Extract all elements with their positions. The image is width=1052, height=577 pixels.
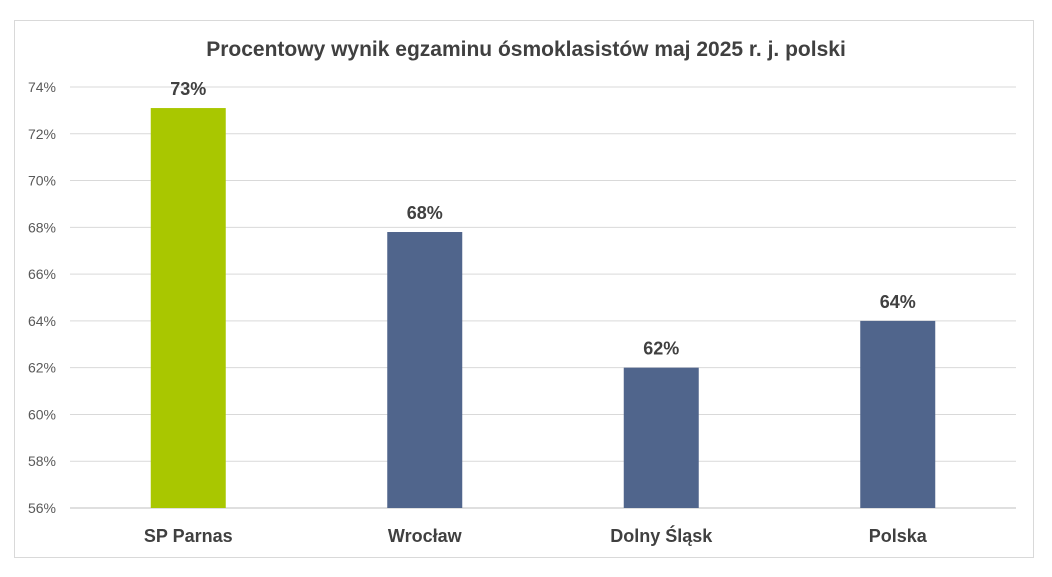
data-label-2: 62% bbox=[643, 339, 679, 359]
y-tick-label: 70% bbox=[28, 173, 56, 189]
x-axis-categories: SP Parnas Wrocław Dolny Śląsk Polska bbox=[144, 525, 928, 546]
y-tick-label: 56% bbox=[28, 500, 56, 516]
bar-2 bbox=[623, 367, 699, 508]
y-tick-label: 68% bbox=[28, 219, 56, 235]
category-label-0: SP Parnas bbox=[144, 526, 233, 546]
bars bbox=[150, 108, 936, 509]
y-tick-label: 60% bbox=[28, 406, 56, 422]
bar-3 bbox=[860, 320, 936, 508]
y-tick-label: 66% bbox=[28, 266, 56, 282]
category-label-1: Wrocław bbox=[388, 526, 463, 546]
bar-1 bbox=[387, 232, 463, 508]
y-tick-label: 72% bbox=[28, 126, 56, 142]
y-axis-ticks: 56% 58% 60% 62% 64% 66% 68% 70% 72% 74% bbox=[28, 79, 56, 516]
gridlines bbox=[70, 86, 1016, 509]
y-tick-label: 58% bbox=[28, 453, 56, 469]
y-tick-label: 62% bbox=[28, 360, 56, 376]
bar-0 bbox=[150, 108, 226, 509]
data-labels: 73% 68% 62% 64% bbox=[170, 79, 916, 359]
data-label-3: 64% bbox=[880, 292, 916, 312]
y-tick-label: 74% bbox=[28, 79, 56, 95]
data-label-1: 68% bbox=[407, 203, 443, 223]
data-label-0: 73% bbox=[170, 79, 206, 99]
chart-title: Procentowy wynik egzaminu ósmoklasistów … bbox=[206, 38, 846, 61]
category-label-3: Polska bbox=[869, 526, 928, 546]
y-tick-label: 64% bbox=[28, 313, 56, 329]
category-label-2: Dolny Śląsk bbox=[610, 525, 713, 546]
